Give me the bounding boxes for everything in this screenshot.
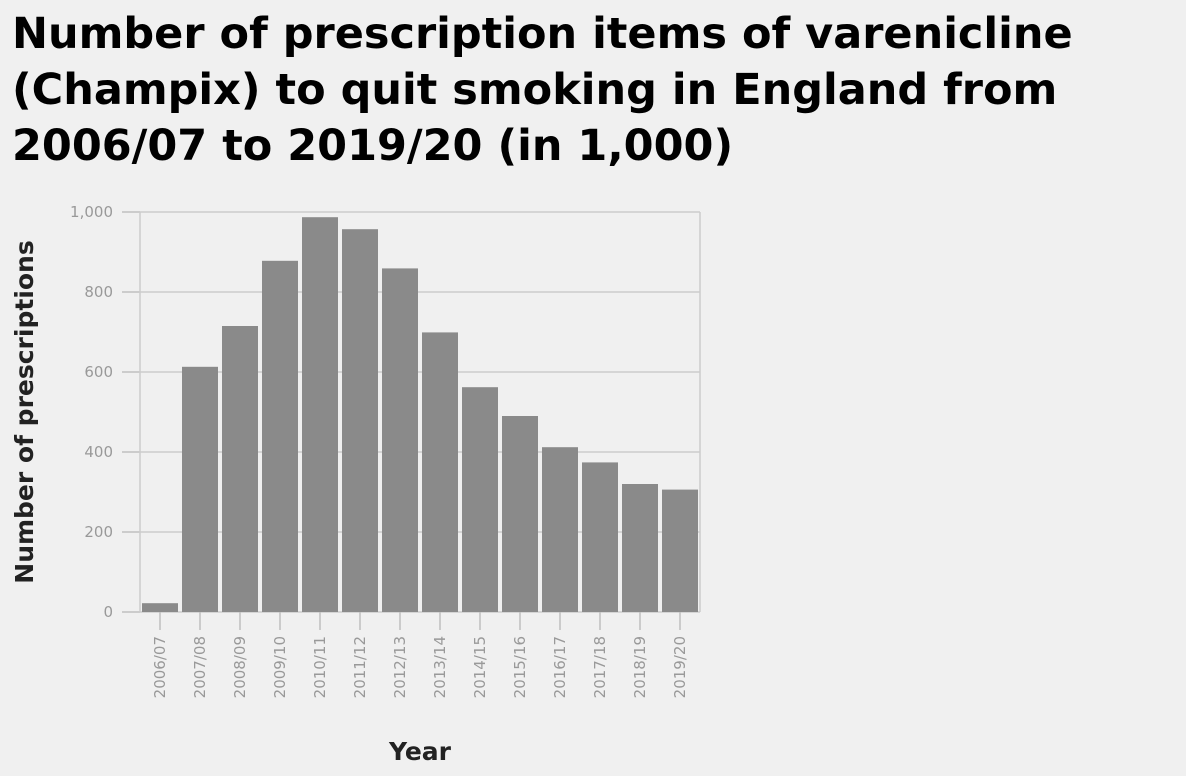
x-tick-label: 2019/20	[671, 636, 689, 698]
x-tick-label: 2013/14	[431, 636, 449, 698]
x-tick-label: 2006/07	[151, 636, 169, 698]
axes	[122, 211, 701, 630]
y-tick-label: 400	[84, 443, 113, 461]
x-tick-label: 2016/17	[551, 636, 569, 698]
bar-2007-08	[182, 366, 218, 612]
bar-2016-17	[542, 447, 578, 612]
x-tick-label: 2007/08	[191, 636, 209, 698]
x-tick-label: 2015/16	[511, 636, 529, 698]
bars	[142, 217, 698, 612]
x-tick-label: 2017/18	[591, 636, 609, 698]
x-tick-label: 2010/11	[311, 636, 329, 698]
bar-2010-11	[302, 217, 338, 612]
bar-2011-12	[342, 229, 378, 612]
tick-labels: 0 200 400 600 800 1,000 2006/07 2007/08 2008/09 2…	[70, 203, 689, 698]
bar-2006-07	[142, 603, 178, 612]
x-tick-label: 2008/09	[231, 636, 249, 698]
x-tick-label: 2009/10	[271, 636, 289, 698]
bar-2019-20	[662, 489, 698, 612]
x-tick-label: 2011/12	[351, 636, 369, 698]
y-tick-label: 1,000	[70, 203, 113, 221]
x-tick-label: 2018/19	[631, 636, 649, 698]
y-tick-label: 600	[84, 363, 113, 381]
bar-2014-15	[462, 387, 498, 612]
y-axis-title: Number of prescriptions	[10, 240, 39, 583]
x-tick-label: 2012/13	[391, 636, 409, 698]
bar-2018-19	[622, 484, 658, 612]
y-tick-label: 800	[84, 283, 113, 301]
y-tick-label: 200	[84, 523, 113, 541]
bar-2013-14	[422, 332, 458, 612]
y-tick-label: 0	[103, 603, 113, 621]
bar-2017-18	[582, 462, 618, 612]
bar-2008-09	[222, 326, 258, 612]
chart-title: Number of prescription items of varenicl…	[12, 9, 1073, 171]
bar-2009-10	[262, 260, 298, 612]
x-axis-title: Year	[388, 737, 452, 766]
x-tick-label: 2014/15	[471, 636, 489, 698]
bar-2012-13	[382, 268, 418, 612]
bar-2015-16	[502, 416, 538, 612]
